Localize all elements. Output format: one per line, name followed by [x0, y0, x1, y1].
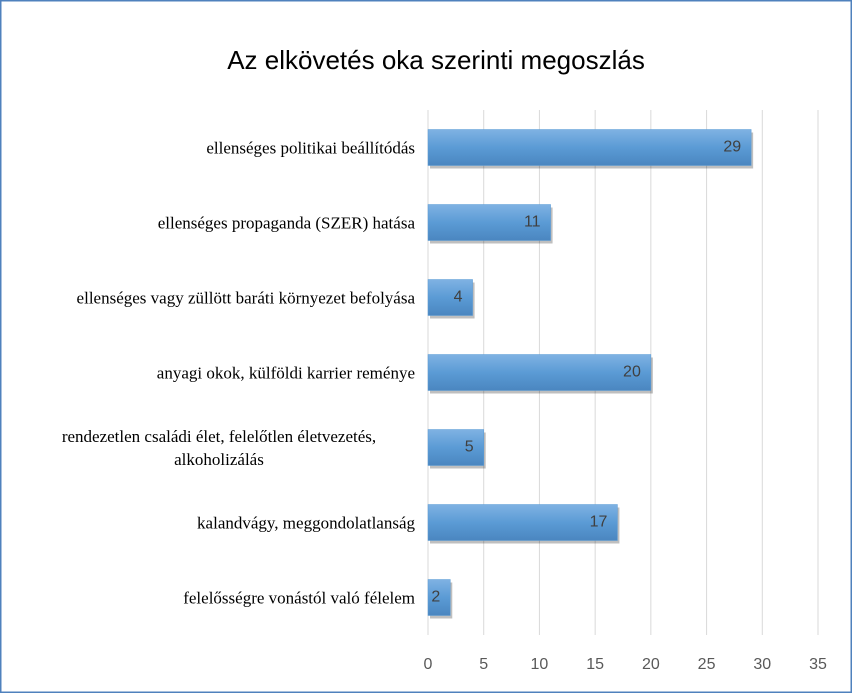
data-label: 5 [465, 439, 474, 456]
bar [427, 129, 752, 166]
y-tick-label: ellenséges vagy züllött baráti környezet… [76, 288, 415, 307]
chart-title: Az elkövetés oka szerinti megoszlás [227, 45, 645, 75]
y-tick-label: ellenséges politikai beállítódás [206, 138, 415, 157]
data-label: 20 [623, 364, 641, 381]
bar [427, 579, 451, 616]
data-label: 11 [524, 214, 541, 231]
x-tick-label: 35 [809, 656, 827, 673]
bar [427, 204, 551, 241]
x-tick-label: 10 [531, 656, 549, 673]
y-tick-label: felelősségre vonástól való félelem [183, 588, 415, 607]
y-tick-label: anyagi okok, külföldi karrier reménye [156, 363, 415, 382]
bar [427, 429, 484, 466]
y-tick-label: ellenséges propaganda (SZER) hatása [157, 213, 415, 232]
bar [427, 279, 473, 316]
data-label: 29 [723, 139, 741, 156]
y-tick-label: kalandvágy, meggondolatlanság [197, 513, 415, 532]
bar [427, 354, 652, 391]
data-label: 17 [590, 514, 608, 531]
x-tick-label: 5 [479, 656, 488, 673]
data-label: 2 [431, 589, 440, 606]
x-tick-label: 20 [642, 656, 660, 673]
y-tick-label: rendezetlen családi élet, felelőtlen éle… [61, 426, 377, 469]
data-label: 4 [454, 289, 463, 306]
bar [427, 504, 618, 541]
x-tick-label: 30 [753, 656, 771, 673]
x-tick-label: 25 [698, 656, 716, 673]
x-tick-label: 0 [424, 656, 433, 673]
x-tick-label: 15 [586, 656, 604, 673]
